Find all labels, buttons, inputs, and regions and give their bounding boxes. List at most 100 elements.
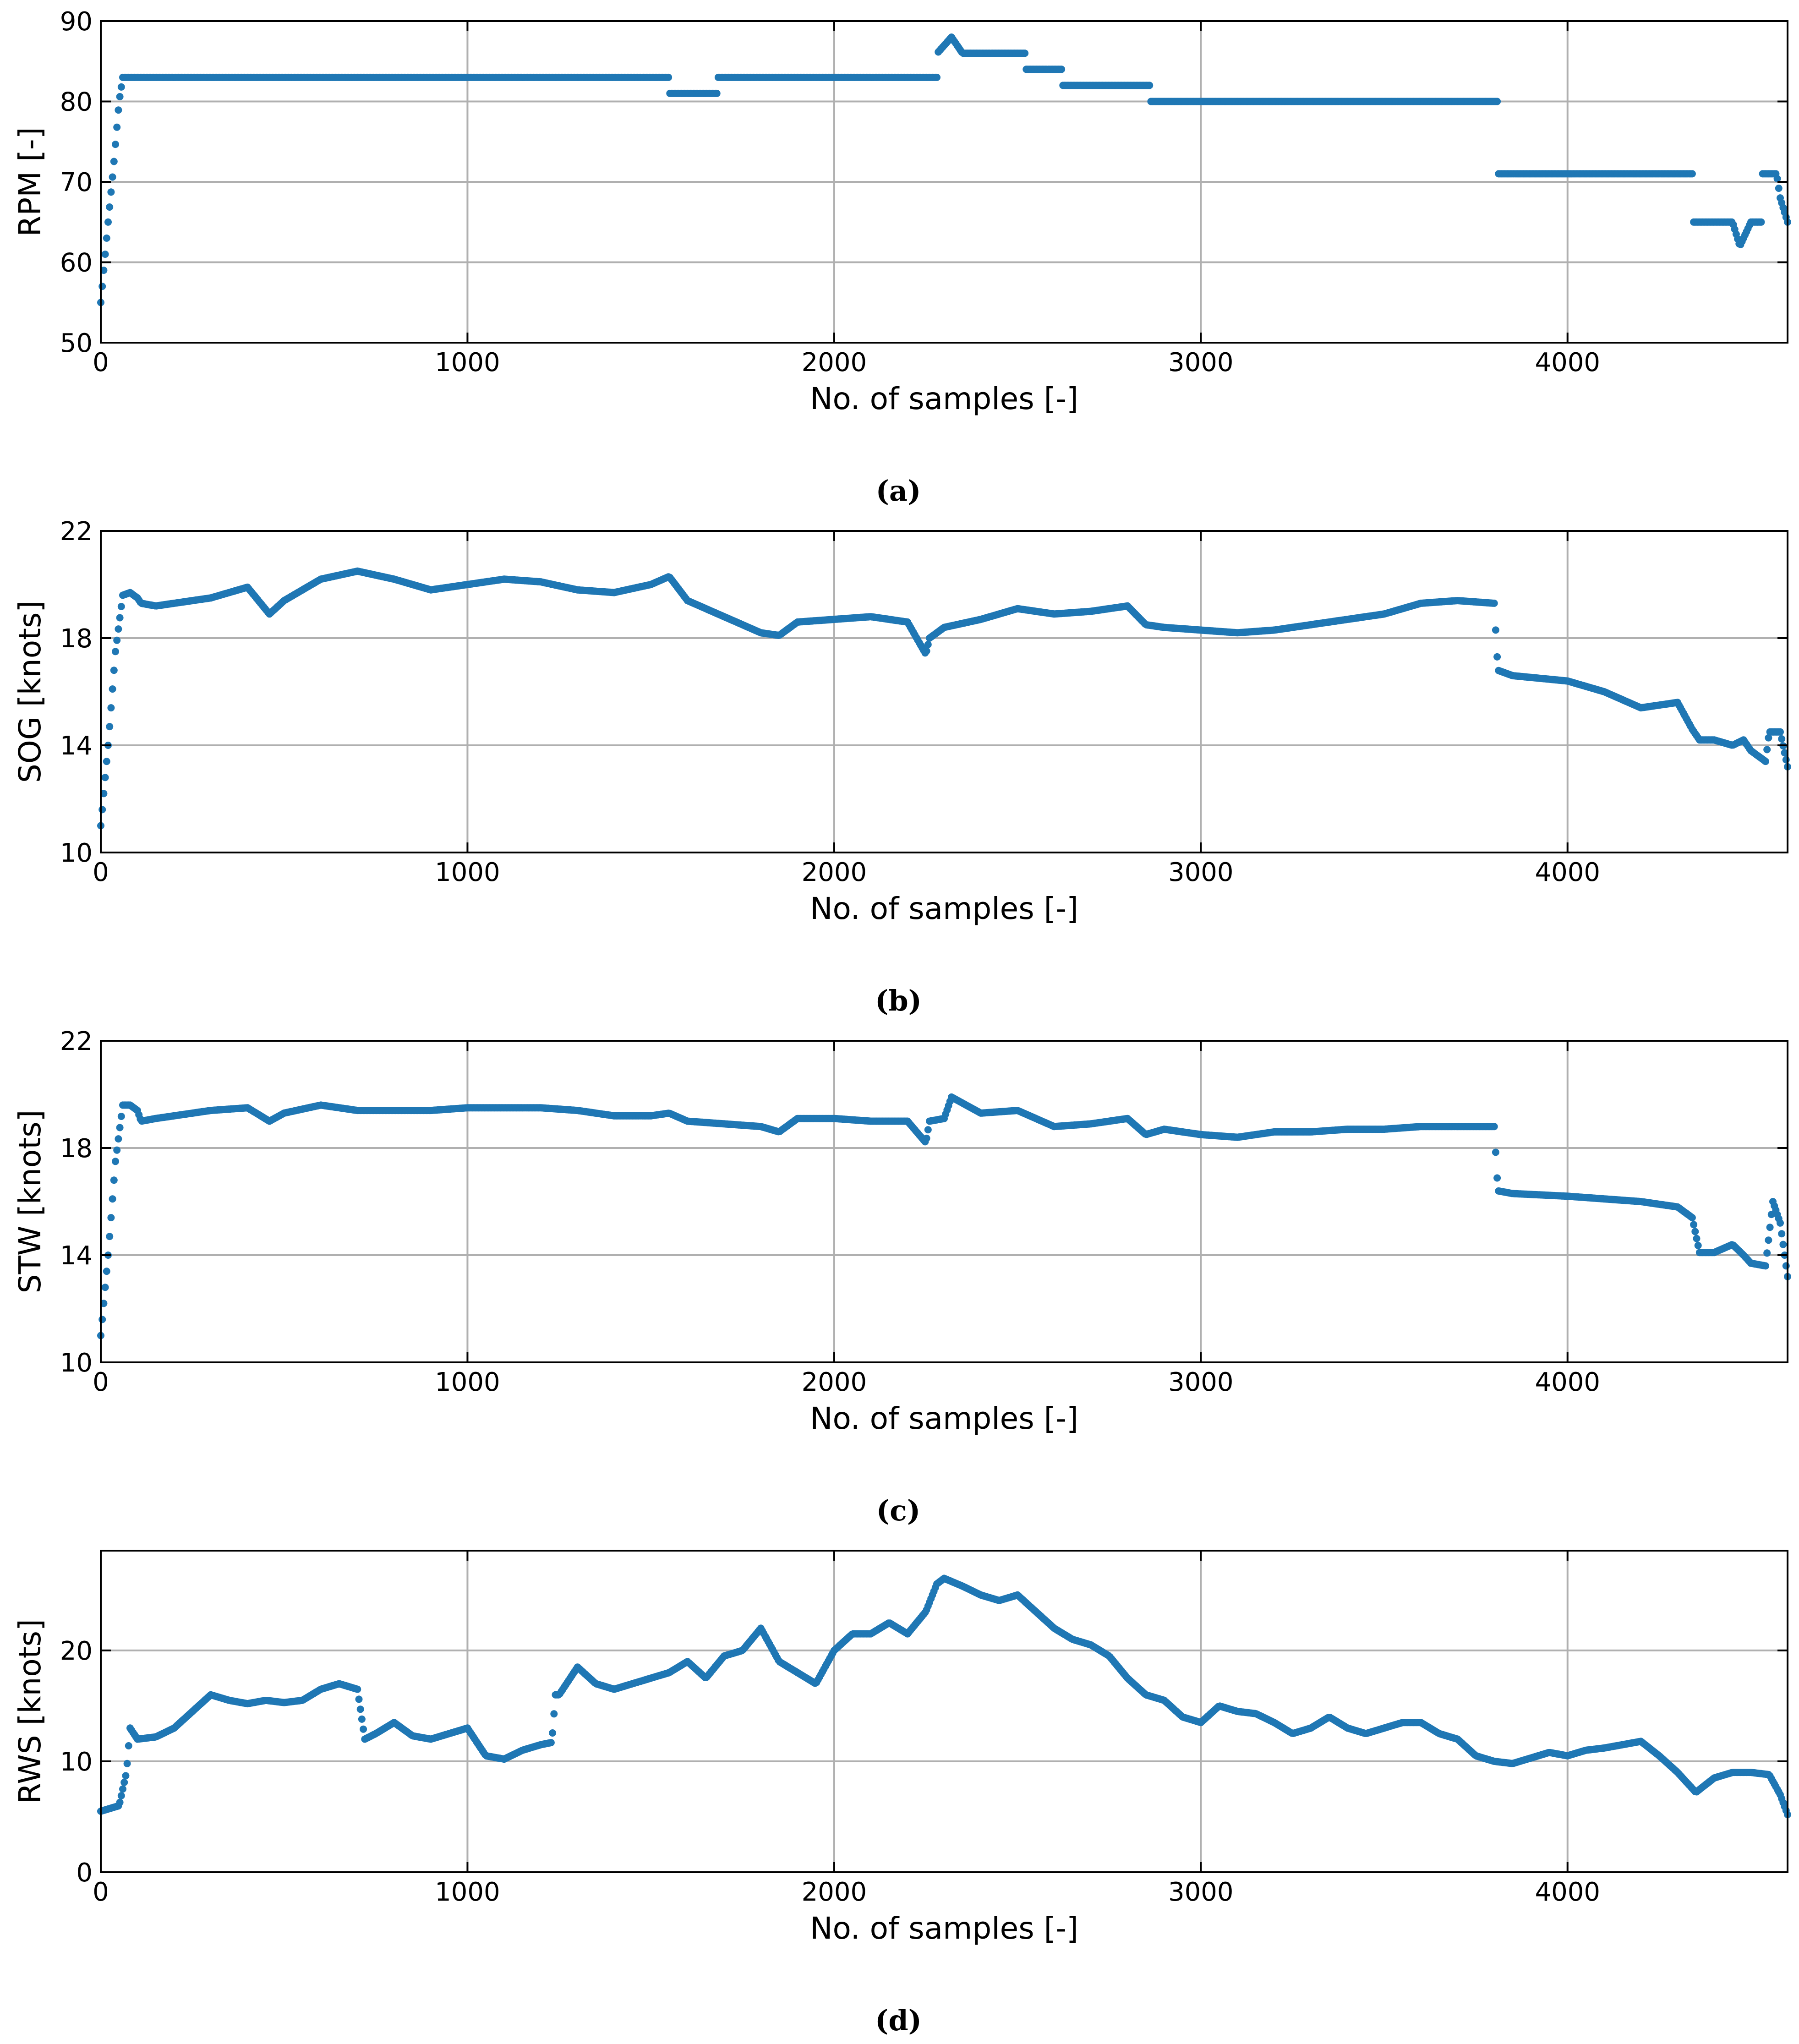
data-point bbox=[1492, 626, 1499, 634]
data-point bbox=[119, 1785, 126, 1793]
x-tick-label: 0 bbox=[93, 348, 109, 377]
data-point bbox=[1693, 1235, 1701, 1242]
y-tick-label: 80 bbox=[60, 87, 93, 117]
data-point bbox=[122, 1772, 130, 1780]
data-point bbox=[112, 1158, 119, 1165]
data-point bbox=[116, 614, 124, 622]
y-tick-label: 18 bbox=[60, 624, 93, 654]
data-point bbox=[354, 1685, 361, 1693]
y-axis-label: SOG [knots] bbox=[12, 601, 48, 783]
data-point bbox=[117, 603, 125, 610]
data-point bbox=[101, 1284, 109, 1291]
y-tick-label: 50 bbox=[60, 328, 93, 358]
y-tick-label: 70 bbox=[60, 168, 93, 197]
x-tick-label: 2000 bbox=[802, 858, 867, 887]
data-series-b bbox=[97, 567, 1791, 830]
data-point bbox=[101, 251, 109, 258]
data-point bbox=[113, 123, 121, 131]
data-point bbox=[1490, 599, 1498, 607]
data-point bbox=[1493, 653, 1501, 661]
data-point bbox=[109, 685, 116, 693]
data-point bbox=[1762, 758, 1769, 765]
data-point bbox=[103, 758, 110, 765]
data-point bbox=[120, 1778, 128, 1786]
data-point bbox=[1782, 1262, 1790, 1270]
data-point bbox=[549, 1729, 557, 1737]
x-tick-label: 4000 bbox=[1535, 1877, 1600, 1907]
data-point bbox=[110, 1176, 118, 1184]
y-tick-label: 60 bbox=[60, 248, 93, 278]
y-tick-label: 14 bbox=[60, 1241, 93, 1271]
data-point bbox=[1493, 1174, 1501, 1182]
data-point bbox=[1765, 1236, 1772, 1244]
axes-frame bbox=[100, 1040, 1788, 1363]
data-point bbox=[125, 1742, 132, 1749]
data-series-d bbox=[97, 1574, 1791, 1819]
data-point bbox=[360, 1725, 367, 1733]
data-point bbox=[1779, 1241, 1787, 1248]
data-point bbox=[98, 283, 106, 290]
x-tick-label: 4000 bbox=[1535, 858, 1600, 887]
data-point bbox=[115, 625, 122, 633]
x-tick-label: 2000 bbox=[802, 1367, 867, 1397]
y-tick-label: 22 bbox=[60, 1027, 93, 1056]
x-tick-label: 0 bbox=[93, 1367, 109, 1397]
data-point bbox=[109, 1195, 116, 1203]
data-point bbox=[713, 89, 721, 97]
data-point bbox=[924, 641, 932, 648]
data-point bbox=[1493, 98, 1501, 105]
data-point bbox=[115, 1135, 122, 1143]
data-point bbox=[1777, 728, 1784, 736]
x-axis-label: No. of samples [-] bbox=[810, 891, 1078, 926]
data-point bbox=[112, 648, 119, 656]
data-point bbox=[98, 806, 106, 814]
data-point bbox=[107, 188, 115, 196]
data-point bbox=[112, 141, 119, 148]
y-tick-label: 10 bbox=[60, 838, 93, 868]
data-point bbox=[117, 83, 125, 91]
data-point bbox=[110, 667, 118, 674]
data-point bbox=[1775, 185, 1783, 192]
data-point bbox=[1782, 756, 1790, 764]
data-point bbox=[104, 218, 112, 226]
x-tick-label: 3000 bbox=[1168, 348, 1234, 377]
x-tick-label: 0 bbox=[93, 858, 109, 887]
data-point bbox=[1778, 1230, 1786, 1238]
data-point bbox=[1146, 82, 1154, 89]
data-point bbox=[1694, 1241, 1702, 1249]
data-point bbox=[100, 267, 108, 274]
data-point bbox=[547, 1739, 555, 1747]
data-point bbox=[110, 158, 118, 165]
data-point bbox=[107, 1214, 115, 1222]
x-tick-label: 0 bbox=[93, 1877, 109, 1907]
data-point bbox=[356, 1705, 364, 1713]
y-tick-label: 0 bbox=[76, 1858, 93, 1888]
data-point bbox=[103, 1268, 110, 1275]
data-point bbox=[1688, 170, 1696, 178]
x-tick-label: 1000 bbox=[435, 1877, 500, 1907]
data-point bbox=[1688, 1214, 1696, 1222]
data-point bbox=[1490, 1123, 1498, 1131]
data-point bbox=[117, 1792, 125, 1799]
data-point bbox=[1691, 1228, 1699, 1235]
data-point bbox=[109, 173, 116, 181]
x-tick-label: 3000 bbox=[1168, 1367, 1234, 1397]
x-tick-label: 1000 bbox=[435, 348, 500, 377]
data-point bbox=[1763, 746, 1771, 754]
y-axis-label: STW [knots] bbox=[12, 1110, 48, 1294]
data-point bbox=[1763, 1249, 1771, 1257]
data-point bbox=[115, 106, 122, 114]
x-tick-label: 2000 bbox=[802, 1877, 867, 1907]
data-point bbox=[358, 1715, 366, 1723]
panel-caption: (c) bbox=[876, 1494, 920, 1527]
data-point bbox=[923, 1134, 930, 1142]
data-point bbox=[1690, 1221, 1698, 1229]
x-tick-label: 2000 bbox=[802, 348, 867, 377]
x-tick-label: 4000 bbox=[1535, 1367, 1600, 1397]
data-point bbox=[106, 1233, 114, 1241]
